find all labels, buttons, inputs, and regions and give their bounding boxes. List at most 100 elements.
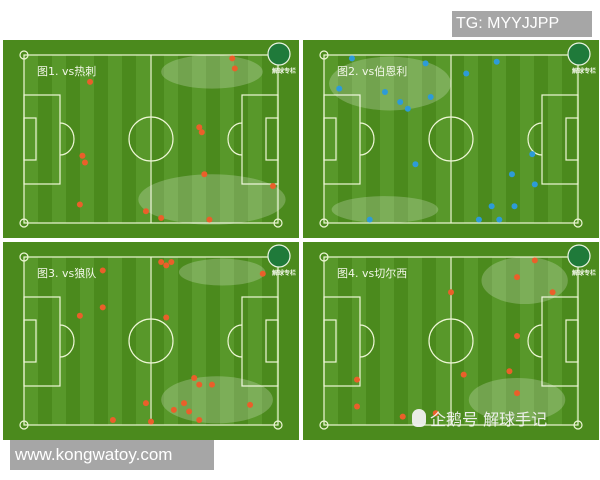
panel-title: 图1. vs热刺 — [37, 65, 97, 78]
grass-stripe — [164, 257, 178, 425]
grass-stripe — [576, 55, 578, 223]
action-dot — [397, 99, 404, 106]
corner-arc — [273, 420, 283, 430]
corner-arc — [319, 218, 329, 228]
grass-stripe — [192, 55, 206, 223]
logo-text: 解球专栏 — [271, 270, 296, 277]
grass-stripe — [248, 55, 262, 223]
action-dot — [422, 60, 429, 67]
action-dot — [247, 401, 254, 408]
activity-zone — [481, 257, 568, 305]
grass-stripe — [108, 55, 122, 223]
action-dot — [412, 161, 419, 168]
grass-stripe — [436, 257, 450, 425]
action-dot — [231, 65, 238, 72]
grass-stripe — [408, 257, 422, 425]
action-dot — [493, 58, 500, 65]
logo-text: 解球专栏 — [571, 270, 596, 277]
panel-title: 图4. vs切尔西 — [337, 267, 408, 280]
action-dot — [366, 216, 373, 223]
corner-arc — [19, 420, 29, 430]
action-dot — [158, 259, 165, 266]
logo-icon — [567, 42, 591, 66]
action-dot — [432, 410, 439, 417]
action-dot — [181, 400, 188, 407]
grass-stripe — [80, 257, 94, 425]
action-dot — [549, 289, 556, 296]
panel-title: 图3. vs狼队 — [37, 267, 97, 280]
pitch-1 — [19, 42, 291, 228]
grass-stripe — [52, 55, 66, 223]
left-penalty-arc — [59, 122, 75, 156]
grass-stripe — [436, 55, 450, 223]
grass-stripe — [220, 55, 234, 223]
activity-zone — [138, 174, 286, 225]
action-dot — [79, 152, 86, 159]
grass-stripe — [492, 55, 506, 223]
right-penalty-arc — [227, 324, 243, 358]
action-dot — [99, 267, 106, 274]
action-dot — [259, 270, 266, 277]
activity-zone — [178, 258, 266, 286]
right-goal-area — [265, 319, 279, 363]
logo-icon — [267, 244, 291, 268]
site-watermark: www.kongwatoy.com — [10, 440, 214, 470]
action-dot — [81, 159, 88, 166]
center-circle — [428, 318, 474, 364]
grass-stripe — [24, 55, 38, 223]
grass-stripe — [80, 55, 94, 223]
action-dot — [269, 183, 276, 190]
action-dot — [531, 181, 538, 188]
corner-arc — [573, 218, 583, 228]
action-dot — [404, 105, 411, 112]
grass-stripe — [380, 55, 394, 223]
grass-stripe — [324, 55, 338, 223]
action-dot — [198, 129, 205, 136]
logo-text: 解球专栏 — [271, 68, 296, 75]
corner-arc — [319, 252, 329, 262]
action-dot — [427, 94, 434, 100]
pitch-panel-1: 图1. vs热刺 解球专栏 — [3, 40, 299, 238]
action-dot — [488, 203, 495, 210]
right-goal-area — [265, 117, 279, 161]
action-dot — [196, 124, 203, 131]
action-dot — [399, 413, 406, 420]
grass-stripe — [520, 257, 534, 425]
action-dot — [381, 88, 388, 95]
grass-stripe — [24, 257, 38, 425]
action-dot — [529, 151, 536, 158]
corner-arc — [19, 252, 29, 262]
action-dot — [531, 257, 538, 264]
action-dot — [163, 262, 170, 269]
pitch-panel-4: 图4. vs切尔西 解球专栏 — [303, 242, 599, 440]
logo-icon — [567, 244, 591, 268]
grass-stripe — [380, 257, 394, 425]
action-dot — [506, 368, 513, 375]
grass-stripe — [520, 55, 534, 223]
corner-arc — [573, 420, 583, 430]
grass-stripe — [548, 257, 562, 425]
source-text: 企鹅号 解球手记 — [430, 410, 548, 429]
action-dot — [206, 216, 213, 223]
pitch-panel-3: 图3. vs狼队 解球专栏 — [3, 242, 299, 440]
grass-stripe — [220, 257, 234, 425]
right-goal-area — [565, 319, 579, 363]
corner-arc — [273, 218, 283, 228]
grass-stripe — [492, 257, 506, 425]
right-penalty-arc — [227, 122, 243, 156]
logo-text: 解球专栏 — [571, 68, 596, 75]
grass-stripe — [276, 55, 278, 223]
action-dot — [196, 381, 203, 388]
action-dot — [76, 201, 83, 208]
action-dot — [448, 289, 454, 296]
corner-arc — [19, 50, 29, 60]
grass-stripe — [136, 55, 150, 223]
pitch-3 — [19, 244, 291, 430]
action-dot — [201, 171, 208, 178]
action-dot — [99, 304, 106, 311]
grass-stripe — [164, 55, 178, 223]
grass-stripe — [248, 257, 262, 425]
action-dot — [229, 55, 236, 62]
tg-watermark: TG: MYYJJPP — [452, 11, 592, 37]
grass-stripe — [52, 257, 66, 425]
